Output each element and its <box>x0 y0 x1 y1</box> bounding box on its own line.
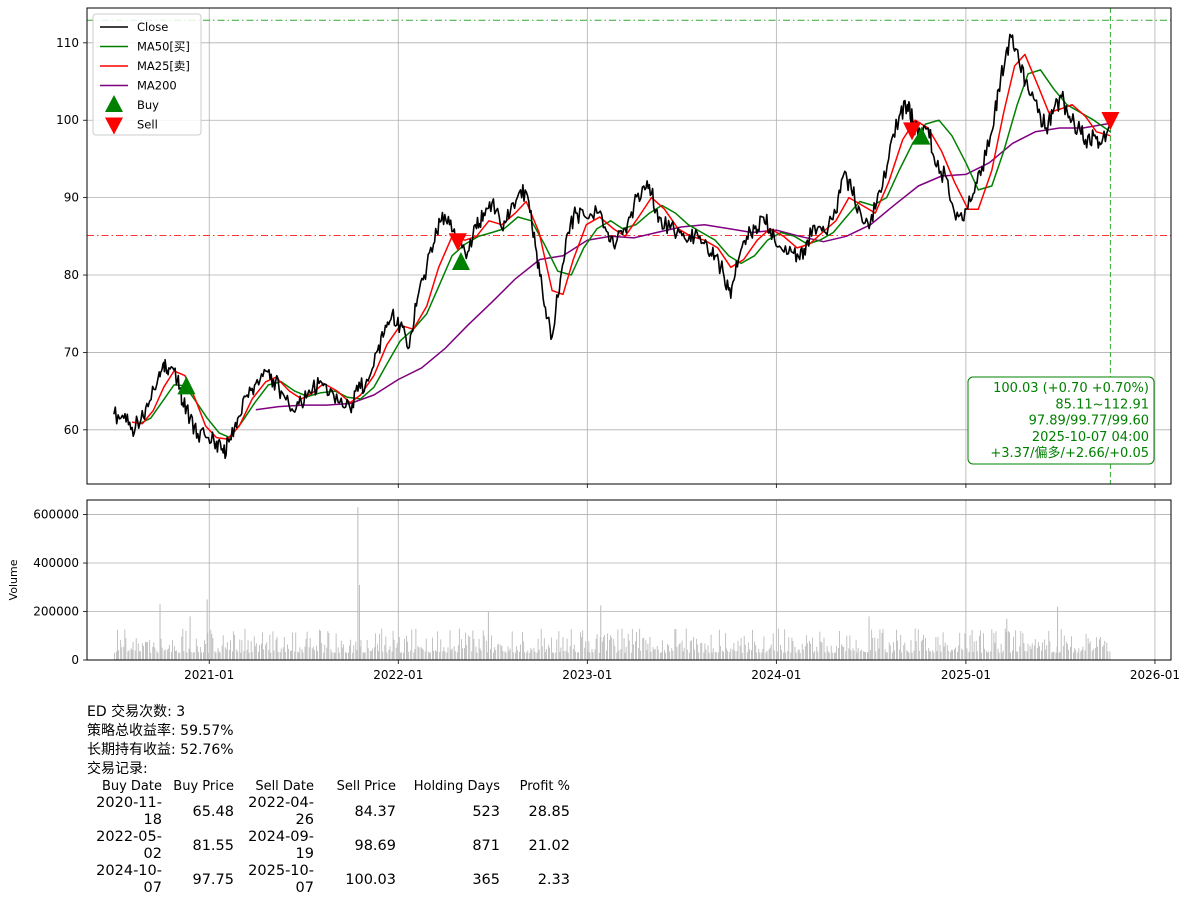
cell-buy-price: 81.55 <box>192 837 234 854</box>
cell-sell-date: 2024-09-19 <box>248 829 314 862</box>
chart-figure: 60 70 80 90 100 110 Close MA50[买] MA25[卖] MA200 B… <box>7 7 1180 682</box>
report-title: ED 交易次数: 3 <box>87 704 186 720</box>
cell-buy-date: 2022-05-02 <box>96 829 162 862</box>
sell-marker <box>903 122 922 141</box>
table-row: 2020-11-18 65.48 2022-04-26 84.37 523 28… <box>87 795 570 829</box>
legend-label: MA50[买] <box>137 40 190 54</box>
volume-x-tick-label: 2021-01 <box>184 668 234 682</box>
price-y-tick-label: 100 <box>56 113 79 127</box>
legend-frame <box>92 13 202 136</box>
cell-sell-price: 84.37 <box>354 803 396 820</box>
info-box-line: 2025-10-07 04:00 <box>1032 430 1149 445</box>
col-profit: Profit % <box>519 779 570 794</box>
buy-marker <box>912 126 931 145</box>
ma200-series-line <box>255 122 1111 411</box>
legend-label: MA25[卖] <box>137 59 190 73</box>
volume-y-axis-label: Volume <box>7 559 20 600</box>
sell-marker <box>448 233 467 252</box>
cell-holding-days: 523 <box>472 803 500 820</box>
volume-x-tick-label: 2026-01 <box>1130 668 1180 682</box>
cell-buy-price: 65.48 <box>192 803 234 820</box>
price-y-tick-label: 70 <box>64 345 79 359</box>
cell-holding-days: 871 <box>472 837 500 854</box>
cell-holding-days: 365 <box>472 871 500 888</box>
legend-swatch-buy <box>105 95 123 112</box>
col-holding-days: Holding Days <box>413 779 500 794</box>
price-series <box>113 33 1112 460</box>
volume-x-tick-label: 2025-01 <box>941 668 991 682</box>
volume-y-tick-label: 0 <box>71 653 79 667</box>
buy-and-hold-return: 长期持有收益: 52.76% <box>87 742 234 758</box>
legend: Close MA50[买] MA25[卖] MA200 Buy Sell <box>92 13 202 136</box>
trade-records-table: Buy Date Buy Price Sell Date Sell Price … <box>87 779 570 897</box>
info-box-line: +3.37/偏多/+2.66/+0.05 <box>990 445 1149 461</box>
volume-x-tick-label: 2024-01 <box>751 668 801 682</box>
col-sell-date: Sell Date <box>255 779 314 794</box>
cell-buy-price: 97.75 <box>192 871 234 888</box>
ma50-series-line <box>139 69 1111 439</box>
volume-y-tick-label: 200000 <box>33 605 79 619</box>
cell-sell-price: 100.03 <box>345 871 396 888</box>
close-series-line <box>113 33 1112 460</box>
volume-y-tick-label: 400000 <box>33 556 79 570</box>
trade-records-label: 交易记录: <box>87 761 148 777</box>
price-x-ticks <box>208 484 1156 488</box>
price-y-tick-label: 110 <box>56 36 79 50</box>
info-box-line: 85.11~112.91 <box>1055 397 1149 412</box>
col-buy-price: Buy Price <box>173 779 234 794</box>
legend-label: Close <box>137 20 168 34</box>
col-sell-price: Sell Price <box>336 779 396 794</box>
buy-marker <box>451 252 470 271</box>
info-box-frame <box>967 376 1155 465</box>
info-box: 100.03 (+0.70 +0.70%)85.11~112.91 97.89/9… <box>967 376 1155 465</box>
buy-marker <box>177 376 196 395</box>
legend-label: Buy <box>137 98 159 112</box>
price-y-tick-label: 60 <box>64 423 79 437</box>
strategy-total-return: 策略总收益率: 59.57% <box>87 723 234 739</box>
cell-sell-price: 98.69 <box>354 837 396 854</box>
price-y-tick-label: 90 <box>64 191 79 205</box>
cell-profit: 2.33 <box>537 871 570 888</box>
legend-swatch-sell <box>105 117 123 135</box>
trade-table-header: Buy Date Buy Price Sell Date Sell Price … <box>87 779 570 795</box>
col-buy-date: Buy Date <box>101 779 162 794</box>
volume-panel: 0 200000 400000 600000 2021-01 2022-01 2023-0… <box>7 499 1180 682</box>
cell-sell-date: 2025-10-07 <box>248 863 314 896</box>
legend-label: MA200 <box>137 79 177 93</box>
trade-markers <box>177 111 1120 395</box>
table-row: 2024-10-07 97.75 2025-10-07 100.03 365 2… <box>87 863 570 897</box>
table-row: 2022-05-02 81.55 2024-09-19 98.69 871 21… <box>87 829 570 863</box>
info-box-line: 100.03 (+0.70 +0.70%) <box>993 381 1149 396</box>
price-y-ticks: 60 70 80 90 100 110 <box>56 36 87 437</box>
price-y-tick-label: 80 <box>64 268 79 282</box>
trade-report: ED 交易次数: 3 策略总收益率: 59.57% 长期持有收益: 52.76%… <box>87 703 647 897</box>
volume-x-tick-label: 2023-01 <box>562 668 612 682</box>
cell-buy-date: 2020-11-18 <box>96 795 162 828</box>
volume-x-ticks: 2021-01 2022-01 2023-01 2024-01 2025-01 2026-… <box>184 660 1180 682</box>
volume-bars <box>113 507 1111 660</box>
sell-marker <box>1101 111 1120 130</box>
cell-profit: 28.85 <box>528 803 570 820</box>
volume-y-ticks: 0 200000 400000 600000 <box>33 508 87 667</box>
info-box-line: 97.89/99.77/99.60 <box>1029 414 1149 429</box>
volume-y-tick-label: 600000 <box>33 508 79 522</box>
legend-label: Sell <box>137 118 158 132</box>
cell-sell-date: 2022-04-26 <box>248 795 314 828</box>
cell-buy-date: 2024-10-07 <box>96 863 162 896</box>
volume-x-tick-label: 2022-01 <box>373 668 423 682</box>
cell-profit: 21.02 <box>528 837 570 854</box>
price-panel: 60 70 80 90 100 110 Close MA50[买] MA25[卖] MA200 B… <box>56 7 1172 488</box>
